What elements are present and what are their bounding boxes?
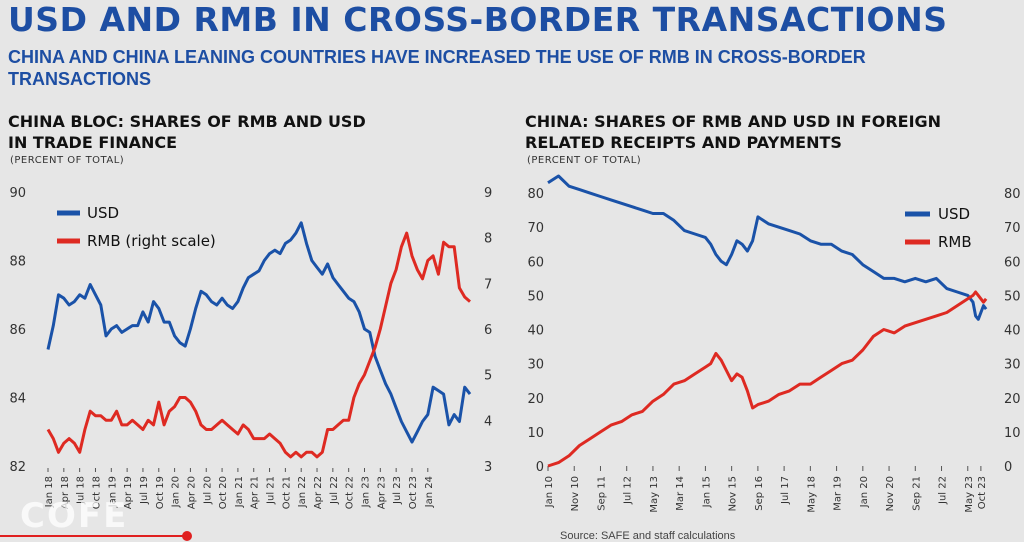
left-chart-x-tick: Oct 23 [408, 476, 419, 509]
right-chart-x-tick: Jul 22 [938, 476, 949, 505]
left-chart-y-right-tick: 9 [484, 186, 492, 201]
right-chart-x-tick: Sep 16 [754, 476, 765, 511]
right-chart-x-tick: Nov 20 [885, 476, 896, 511]
right-chart-rmb-line [547, 290, 988, 468]
left-chart-x-tick: Apr 21 [250, 476, 261, 509]
right-chart-usd-line [547, 174, 988, 321]
right-chart-x-tick: Jan 20 [859, 476, 870, 508]
left-chart-y-right-tick: 8 [484, 232, 492, 247]
right-chart-y-right-tick: 80 [1004, 187, 1021, 202]
right-chart-y-right-tick: 30 [1004, 358, 1021, 373]
right-chart-x-tick: May 13 [649, 476, 660, 513]
left-chart-y-right-tick: 4 [484, 414, 492, 429]
right-chart-y-left-tick: 40 [527, 324, 544, 339]
progress-dot [182, 531, 192, 541]
left-chart-x-tick: Jan 21 [234, 476, 245, 508]
right-chart-y-left-tick: 0 [536, 460, 544, 475]
left-chart-title: CHINA BLOC: SHARES OF RMB AND USD IN TRA… [8, 112, 366, 152]
left-chart-x-tick: Oct 19 [155, 476, 166, 509]
left-legend-rmb-label: RMB (right scale) [87, 232, 216, 250]
left-chart-y-right-tick: 6 [484, 323, 492, 338]
left-chart-x-tick: Apr 22 [313, 476, 324, 509]
right-chart-x-tick: Oct 23 [977, 476, 988, 509]
left-chart-y-right-tick: 3 [484, 460, 492, 475]
right-chart-y-left-tick: 10 [527, 426, 544, 441]
left-chart-x-tick: Jan 24 [424, 476, 435, 508]
right-chart-y-left-tick: 70 [527, 221, 544, 236]
left-chart-usd-line [46, 221, 472, 444]
right-chart-y-left-tick: 60 [527, 255, 544, 270]
left-chart-x-tick: Oct 18 [91, 476, 102, 509]
cofe-logo: COFE [20, 496, 129, 536]
right-chart-y-right-tick: 40 [1004, 324, 1021, 339]
main-title: USD AND RMB IN CROSS-BORDER TRANSACTIONS [8, 0, 948, 39]
right-chart-title: CHINA: SHARES OF RMB AND USD IN FOREIGN … [525, 112, 942, 152]
left-legend-usd-label: USD [87, 204, 119, 222]
source-note: Source: SAFE and staff calculations [560, 530, 736, 542]
left-chart-y-left-tick: 82 [9, 460, 26, 475]
right-chart-y-right-tick: 0 [1004, 460, 1012, 475]
left-chart-x-tick: Jan 18 [44, 476, 55, 508]
left-chart-x-tick: Oct 20 [218, 476, 229, 509]
right-chart-x-tick: Mar 19 [833, 476, 844, 511]
right-chart-y-right-tick: 60 [1004, 255, 1021, 270]
right-chart-x-tick: Jul 17 [780, 476, 791, 505]
left-chart-x-tick: Apr 23 [376, 476, 387, 509]
left-chart-x-tick: Oct 22 [345, 476, 356, 509]
left-chart-y-right-tick: 5 [484, 369, 492, 384]
right-chart-unit: (PERCENT OF TOTAL) [527, 155, 642, 166]
subtitle: CHINA AND CHINA LEANING COUNTRIES HAVE I… [8, 47, 866, 89]
left-chart-x-tick: Jul 22 [329, 476, 340, 505]
left-chart-x-tick: Jan 19 [107, 476, 118, 508]
left-chart-x-tick: Oct 21 [281, 476, 292, 509]
right-chart-x-tick: Sep 11 [596, 476, 607, 511]
left-chart-unit: (PERCENT OF TOTAL) [10, 155, 125, 166]
left-chart-x-tick: Jan 23 [361, 476, 372, 508]
right-chart-x-tick: Jan 10 [544, 476, 555, 508]
left-chart-y-left-tick: 90 [9, 186, 26, 201]
right-chart-y-right-tick: 10 [1004, 426, 1021, 441]
left-chart-x-tick: Jul 23 [392, 476, 403, 505]
right-chart-y-right-tick: 50 [1004, 289, 1021, 304]
left-chart-x-tick: Jan 22 [297, 476, 308, 508]
left-chart-y-left-tick: 86 [9, 323, 26, 338]
left-chart-x-tick: Jul 19 [139, 476, 150, 505]
right-legend-usd-label: USD [938, 205, 970, 223]
right-legend-rmb-label: RMB [938, 233, 972, 251]
left-chart-y-left-tick: 88 [9, 255, 26, 270]
right-chart-x-tick: Nov 10 [570, 476, 581, 511]
left-chart-x-tick: Jul 18 [76, 476, 87, 505]
left-chart-y-left-tick: 84 [9, 392, 26, 407]
right-chart-x-tick: Nov 15 [728, 476, 739, 511]
right-chart-x-tick: Mar 14 [675, 476, 686, 511]
right-chart-y-right-tick: 70 [1004, 221, 1021, 236]
left-chart-x-tick: Jul 20 [202, 476, 213, 505]
right-chart-x-tick: Sep 21 [911, 476, 922, 511]
left-chart-x-tick: Jul 21 [266, 476, 277, 505]
right-chart-x-tick: Jan 15 [701, 476, 712, 508]
left-chart-rmb-line [46, 231, 471, 459]
left-chart-x-tick: Jan 20 [171, 476, 182, 508]
left-chart-x-tick: Apr 20 [186, 476, 197, 509]
right-chart-y-right-tick: 20 [1004, 392, 1021, 407]
right-chart-y-left-tick: 80 [527, 187, 544, 202]
left-chart-y-right-tick: 7 [484, 277, 492, 292]
right-chart-x-tick: May 23 [964, 476, 975, 513]
right-chart-y-left-tick: 30 [527, 358, 544, 373]
left-chart-x-tick: Apr 18 [60, 476, 71, 509]
left-chart-x-tick: Apr 19 [123, 476, 134, 509]
progress-line [0, 535, 190, 537]
right-chart-y-left-tick: 20 [527, 392, 544, 407]
right-chart-x-tick: Jul 12 [623, 476, 634, 505]
right-chart-y-left-tick: 50 [527, 289, 544, 304]
right-chart-x-tick: May 18 [806, 476, 817, 513]
